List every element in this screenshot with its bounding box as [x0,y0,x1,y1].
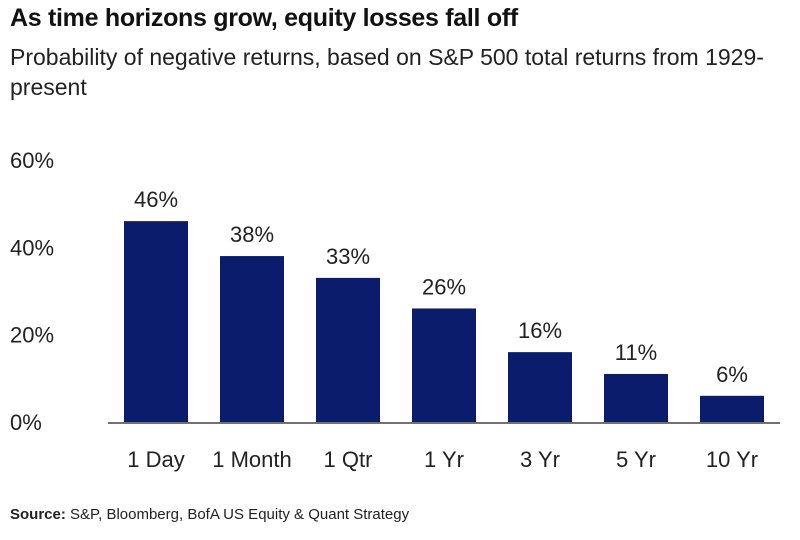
x-tick-label: 1 Qtr [324,447,373,472]
bar [124,221,188,422]
bar [316,277,380,422]
x-tick-label: 1 Yr [424,447,464,472]
bars [124,221,764,422]
y-tick-label: 60% [10,148,54,173]
x-tick-label: 10 Yr [706,447,758,472]
data-label: 46% [134,187,178,212]
data-label: 6% [716,362,748,387]
bar-chart: 0%20%40%60% 46%38%33%26%16%11%6% 1 Day 1 … [10,148,780,472]
x-tick-label: 1 Day [127,447,184,472]
bar [604,373,668,422]
data-label: 38% [230,222,274,247]
bar [700,395,764,422]
bar [220,256,284,422]
y-tick-label: 0% [10,410,42,435]
source-label: Source: [10,506,66,523]
data-label: 11% [615,340,657,365]
y-tick-label: 20% [10,323,54,348]
data-label: 16% [518,318,562,343]
chart-subtitle: Probability of negative returns, based o… [10,44,764,100]
y-axis: 0% 20% 40% 60% [10,148,54,435]
x-tick-label: 1 Month [212,447,292,472]
x-tick-label: 3 Yr [520,447,560,472]
data-label: 33% [326,244,370,269]
bar [412,308,476,422]
y-tick-label: 40% [10,235,54,260]
source-text: S&P, Bloomberg, BofA US Equity & Quant S… [70,506,410,523]
x-tick-label: 5 Yr [616,447,656,472]
data-labels: 46% 38% 33% 26% 16% 11% 6% [134,187,748,387]
bar [508,352,572,422]
source-note: Source: S&P, Bloomberg, BofA US Equity &… [10,506,409,523]
data-label: 26% [422,274,466,299]
chart-title: As time horizons grow, equity losses fal… [10,4,518,32]
x-axis: 1 Day 1 Month 1 Qtr 1 Yr 3 Yr 5 Yr 10 Yr [127,447,758,472]
